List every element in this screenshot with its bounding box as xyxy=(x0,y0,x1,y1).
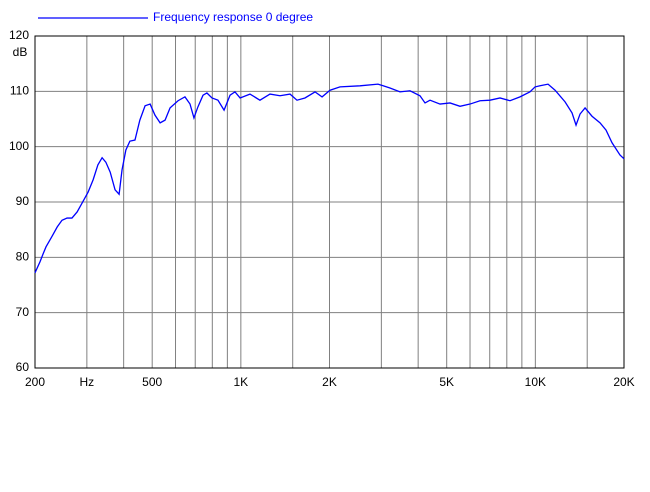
legend-label: Frequency response 0 degree xyxy=(153,10,313,24)
y-tick-label: 80 xyxy=(16,250,30,264)
x-tick-label: Hz xyxy=(80,375,95,389)
y-tick-label: 90 xyxy=(16,194,30,208)
x-tick-label: 500 xyxy=(142,375,162,389)
y-tick-label: 110 xyxy=(10,84,29,98)
plot-frame xyxy=(34,35,625,369)
x-tick-label: 1K xyxy=(234,375,249,389)
y-axis-label: dB xyxy=(13,45,28,59)
x-tick-label: 5K xyxy=(439,375,454,389)
y-tick-label: 60 xyxy=(16,360,30,374)
x-tick-label: 10K xyxy=(525,375,546,389)
y-tick-label: 70 xyxy=(16,305,30,319)
x-tick-label: 2K xyxy=(322,375,337,389)
y-tick-label: 100 xyxy=(9,139,29,153)
x-tick-label: 20K xyxy=(613,375,634,389)
series-line xyxy=(34,83,625,274)
y-tick-label: 120 xyxy=(9,28,29,42)
x-tick-label: 200 xyxy=(25,375,45,389)
